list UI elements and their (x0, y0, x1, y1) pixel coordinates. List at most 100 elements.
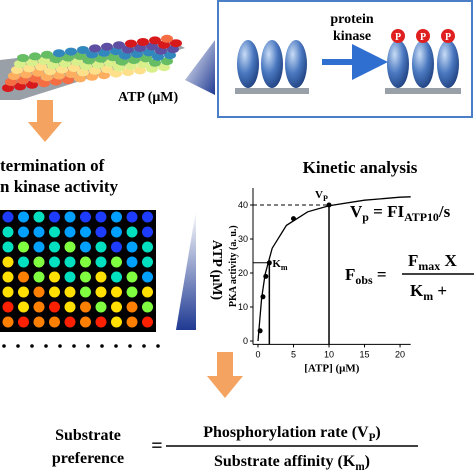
plate-well (77, 46, 89, 54)
heatmap-well (80, 286, 91, 298)
heatmap-well (126, 271, 138, 283)
plate-well (53, 49, 65, 58)
heatmap-well (95, 226, 107, 238)
heatmap-well (80, 211, 91, 223)
heatmap-well (95, 316, 107, 328)
heatmap-well (111, 211, 122, 223)
plate (0, 34, 185, 100)
heatmap-well (18, 271, 29, 283)
heatmap-well (49, 271, 60, 283)
subscript: max (418, 259, 440, 273)
heatmap-well (126, 211, 138, 223)
y-axis-label: PKA activity (a. u.) (228, 225, 239, 307)
phospho-label: P (395, 32, 401, 43)
heading: Kinetic analysis (303, 158, 418, 177)
heatmap-well (111, 316, 122, 328)
heatmap-well (2, 241, 14, 253)
y-tick-label: 30 (238, 234, 248, 244)
text-part: + (433, 281, 447, 300)
heatmap-well (2, 271, 14, 283)
plate-well (161, 34, 173, 43)
heatmap-well (95, 241, 107, 253)
heatmap-well (18, 286, 29, 298)
dot (58, 344, 62, 348)
heatmap-well (111, 226, 122, 238)
data-point (260, 294, 266, 300)
heatmap-well (49, 256, 60, 268)
heading: termination of (0, 156, 105, 175)
heatmap-well (2, 226, 14, 238)
text-part: Substrate affinity (K (214, 453, 356, 470)
subscript: ATP10 (404, 210, 439, 224)
plate-well (170, 39, 182, 48)
heatmap-well (111, 241, 122, 253)
heatmap-well (49, 316, 60, 328)
heatmap-well (33, 271, 45, 283)
substrate-base (235, 88, 261, 94)
heatmap-well (80, 316, 91, 328)
data-point (263, 273, 269, 279)
heatmap-well (111, 301, 122, 313)
heatmap-well (126, 241, 138, 253)
heatmap-well (64, 241, 76, 253)
dot (156, 344, 160, 348)
heatmap-well (33, 256, 45, 268)
heatmap-well (18, 241, 29, 253)
heatmap-well (64, 316, 76, 328)
heatmap-well (33, 316, 45, 328)
heatmap-well (80, 301, 91, 313)
text-part: X (440, 251, 457, 270)
x-tick-label: 20 (395, 349, 405, 359)
dot (72, 344, 76, 348)
x-tick-label: 15 (360, 349, 370, 359)
text-part: = (373, 265, 387, 284)
substrate (285, 40, 307, 88)
heatmap-well (64, 256, 76, 268)
heatmap-well (64, 226, 76, 238)
data-point (257, 328, 263, 334)
enzyme-label: kinase (333, 29, 371, 44)
data-point (266, 260, 272, 266)
heatmap-well (18, 316, 29, 328)
heatmap-well (95, 211, 107, 223)
plate-well (35, 62, 47, 71)
text-part: Phosphorylation rate (V (203, 424, 369, 441)
dot (100, 344, 104, 348)
heatmap-well (142, 301, 153, 313)
heatmap-wells (2, 211, 153, 328)
substrate (261, 40, 283, 88)
heatmap-well (126, 301, 138, 313)
plate-well (125, 39, 137, 48)
annotation-text: V (315, 189, 323, 201)
substrate (387, 40, 409, 88)
heatmap-well (126, 256, 138, 268)
fobs-numerator: Fmax X (408, 251, 457, 273)
data-point (326, 202, 332, 208)
phospho-circle (391, 29, 405, 43)
phospho-circle (416, 29, 430, 43)
heatmap-well (126, 226, 138, 238)
plate-well (65, 47, 77, 56)
annotation-text: K (272, 258, 281, 270)
heatmap-well (33, 301, 45, 313)
heatmap-well (111, 286, 122, 298)
down-arrow (28, 100, 62, 142)
text-part: V (350, 202, 363, 221)
annotation-sub: P (323, 194, 328, 203)
substrate (412, 40, 434, 88)
subscript: m (423, 289, 433, 303)
subscript: P (369, 432, 376, 444)
heatmap-well (80, 226, 91, 238)
dot-row (2, 344, 160, 348)
substrate (437, 40, 459, 88)
heatmap-well (49, 211, 60, 223)
dot (30, 344, 34, 348)
annotation: Km (272, 258, 288, 272)
dot (142, 344, 146, 348)
plate-well (101, 42, 113, 51)
substrate-base (259, 88, 285, 94)
heatmap-well (33, 286, 45, 298)
heatmap-axis-label: ATP (μM) (209, 240, 224, 301)
